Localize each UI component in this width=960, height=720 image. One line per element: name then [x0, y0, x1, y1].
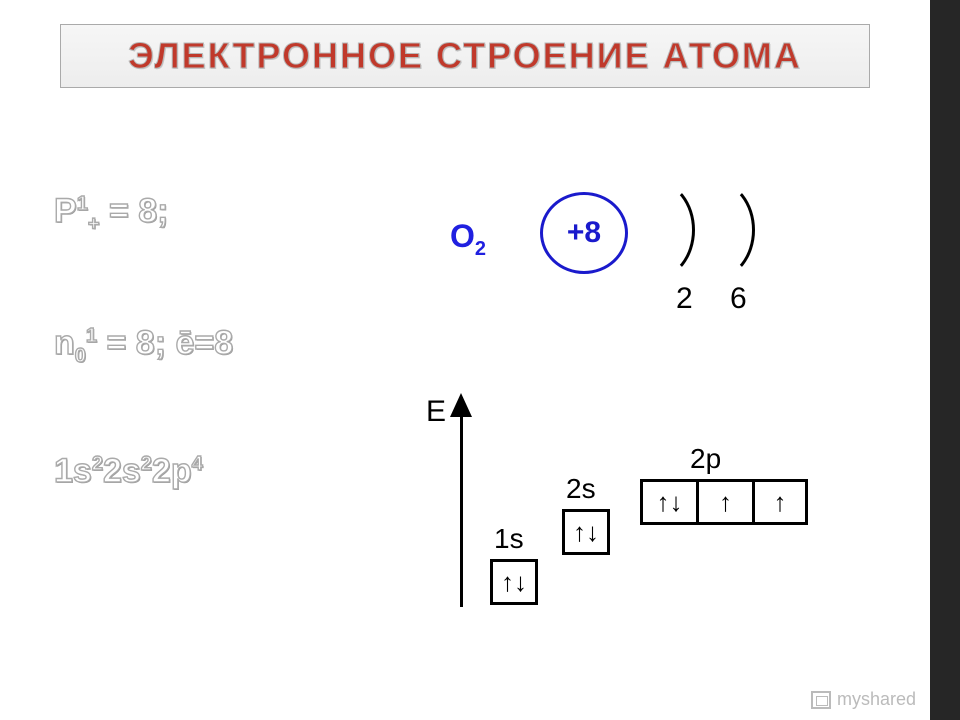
orbital-label-1s: 1s	[494, 523, 524, 555]
orbital-box-2p-1: ↑↓	[640, 479, 696, 525]
orbital-fill-1s: ↑↓	[501, 567, 527, 598]
orbital-box-2p-3: ↑	[752, 479, 808, 525]
element-subscript: 2	[475, 238, 486, 260]
right-accent-bar	[930, 0, 960, 720]
title-container: ЭЛЕКТРОННОЕ СТРОЕНИЕ АТОМА	[60, 24, 870, 88]
energy-axis-label: E	[426, 395, 446, 429]
config-2s-sup: 2	[141, 453, 152, 475]
orbital-label-2s: 2s	[566, 473, 596, 505]
formula-protons-sub: +	[88, 213, 100, 235]
formula-neutrons-sup: 1	[86, 325, 97, 347]
energy-diagram: E 1s ↑↓ 2s ↑↓ 2p ↑↓ ↑ ↑	[390, 395, 890, 625]
shell-count-2: 6	[730, 282, 747, 316]
orbital-fill-2p-1: ↑↓	[657, 487, 683, 518]
formula-config: 1s22s22p4	[54, 452, 203, 491]
orbital-box-1s: ↑↓	[490, 559, 538, 605]
orbital-box-2p-2: ↑	[696, 479, 752, 525]
watermark-icon	[811, 691, 831, 709]
formula-protons: P1+ = 8;	[54, 192, 168, 231]
energy-axis	[460, 397, 463, 607]
config-2p-sup: 4	[192, 453, 203, 475]
config-1s: 1s	[54, 452, 92, 490]
shell-count-1: 2	[676, 282, 693, 316]
orbital-row-2p: ↑↓ ↑ ↑	[640, 479, 808, 525]
formula-neutrons-eq: = 8;	[97, 324, 166, 362]
formula-protons-eq: = 8;	[100, 192, 169, 230]
watermark-text: myshared	[837, 689, 916, 710]
shell-diagram: O2 +8 2 6	[420, 180, 820, 310]
orbital-box-2s: ↑↓	[562, 509, 610, 555]
orbital-label-2p: 2p	[690, 443, 721, 475]
formula-neutrons-sub: 0	[75, 345, 86, 367]
element-symbol: O	[450, 218, 475, 254]
shell-arc-2	[675, 180, 755, 280]
config-1s-sup: 2	[92, 453, 103, 475]
nucleus-charge: +8	[567, 216, 601, 250]
element-label: O2	[450, 218, 486, 255]
formula-neutrons-base: n	[54, 324, 75, 362]
config-2p: 2p	[152, 452, 192, 490]
formula-neutrons-extra: ē=8	[166, 324, 233, 362]
config-2s: 2s	[103, 452, 141, 490]
orbital-fill-2p-2: ↑	[719, 487, 732, 518]
formula-protons-base: P	[54, 192, 77, 230]
page-title: ЭЛЕКТРОННОЕ СТРОЕНИЕ АТОМА	[128, 35, 802, 77]
formula-protons-sup: 1	[77, 193, 88, 215]
orbital-fill-2p-3: ↑	[774, 487, 787, 518]
watermark: myshared	[811, 689, 916, 710]
formula-neutrons: n01 = 8; ē=8	[54, 324, 233, 363]
orbital-fill-2s: ↑↓	[573, 517, 599, 548]
